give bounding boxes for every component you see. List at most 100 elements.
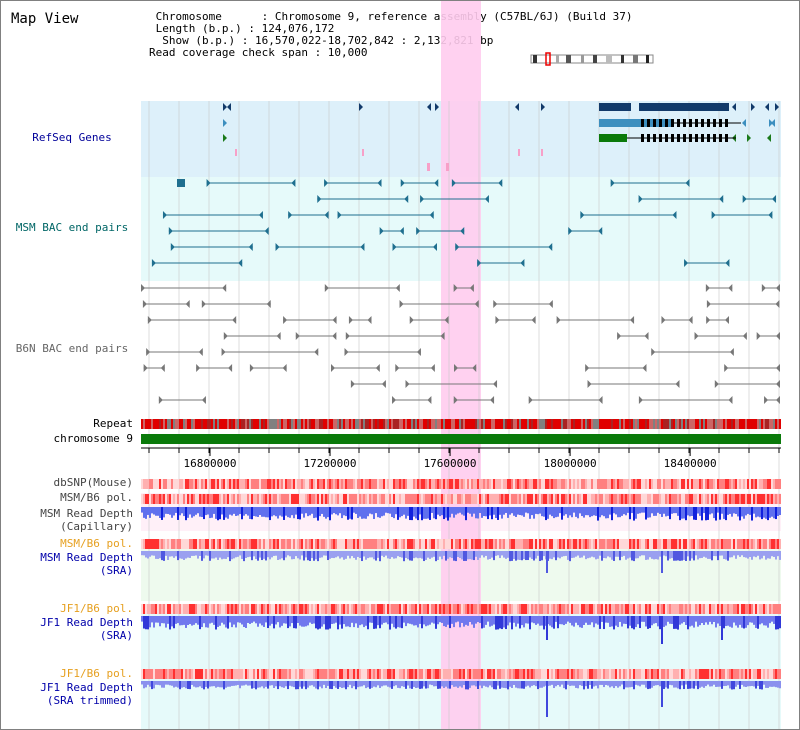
- msm-pol-cell: [593, 494, 595, 504]
- jf1-sra-depth-bar: [313, 616, 315, 624]
- jf1-pol-trimmed-cell: [443, 669, 445, 679]
- repeat-bar: [637, 419, 639, 429]
- repeat-bar: [293, 419, 295, 429]
- b6n-bac-pair-end: [221, 348, 226, 356]
- msm-bac-track-label[interactable]: MSM BAC end pairs: [15, 221, 129, 234]
- msm-pol-sra-cell: [747, 539, 749, 549]
- jf1-pol-track-label[interactable]: JF1/B6 pol.: [60, 602, 133, 615]
- jf1-sra-depth-bar: [523, 616, 525, 628]
- jf1-pol-trimmed-cell: [747, 669, 749, 679]
- dbsnp-cell: [425, 479, 427, 489]
- dbsnp-cell: [775, 479, 777, 489]
- msm-capillary-depth-bar: [623, 507, 625, 515]
- jf1-pol-cell: [403, 604, 405, 614]
- dbsnp-cell: [241, 479, 243, 489]
- dbsnp-track-label[interactable]: dbSNP(Mouse): [53, 476, 133, 489]
- msm-pol-cell: [715, 494, 717, 504]
- jf1-sra-depth-bar: [557, 616, 559, 629]
- dbsnp-cell: [177, 479, 179, 489]
- jf1-sra-depth-bar: [437, 616, 439, 625]
- jf1-sra-depth-bar: [325, 616, 327, 630]
- length-info: Length (b.p.) : 124,076,172: [149, 22, 335, 35]
- jf1-trimmed-depth-bar: [441, 681, 443, 687]
- jf1-sra-depth-bar: [477, 616, 479, 623]
- dbsnp-cell: [201, 479, 203, 489]
- jf1-sra-depth-bar: [341, 616, 343, 629]
- msm-capillary-depth-bar: [355, 507, 357, 514]
- msm-pol-sra-cell: [293, 539, 295, 549]
- b6n-bac-track-label[interactable]: B6N BAC end pairs: [15, 342, 129, 355]
- msm-pol-sra-cell: [333, 539, 335, 549]
- msm-pol-cell: [435, 494, 437, 504]
- msm-pol-cell: [375, 494, 377, 504]
- msm-pol-sra-cell: [393, 539, 395, 549]
- b6n-bac-pair-end: [198, 348, 203, 356]
- msm-pol-sra-cell: [511, 539, 513, 549]
- jf1-sra-depth-bar: [365, 616, 367, 626]
- msm-pol-sra-cell: [719, 539, 721, 549]
- msm-read-depth-capillary-label[interactable]: MSM Read Depth: [40, 507, 133, 520]
- repeat-bar: [283, 419, 285, 429]
- jf1-pol-cell: [541, 604, 543, 614]
- gene-arrow: [765, 103, 769, 111]
- jf1-trimmed-depth-bar: [499, 681, 501, 689]
- gene-arrow: [223, 119, 227, 127]
- b6n-bac-pair-end: [651, 348, 656, 356]
- jf1-read-depth-trimmed-label[interactable]: JF1 Read Depth: [40, 681, 133, 694]
- jf1-read-depth-sra-label[interactable]: JF1 Read Depth: [40, 616, 133, 629]
- jf1-sra-depth-bar: [765, 616, 767, 626]
- repeat-bar: [299, 419, 301, 429]
- jf1-pol-trimmed-track-label[interactable]: JF1/B6 pol.: [60, 667, 133, 680]
- msm-sra-depth-bar: [169, 551, 171, 557]
- jf1-sra-depth-bar: [495, 616, 497, 630]
- msm-sra-depth-bar-spike: [661, 551, 663, 573]
- jf1-pol-trimmed-cell: [161, 669, 163, 679]
- msm-sra-depth-bar: [177, 551, 179, 561]
- jf1-sra-depth-bar: [627, 616, 629, 629]
- jf1-trimmed-depth-bar: [207, 681, 209, 689]
- jf1-pol-trimmed-cell: [215, 669, 217, 679]
- msm-pol-cell: [767, 494, 769, 504]
- msm-capillary-depth-bar: [451, 507, 453, 514]
- repeat-bar: [531, 419, 533, 429]
- jf1-trimmed-depth-bar: [477, 681, 479, 690]
- msm-bac-pair-end: [498, 179, 503, 187]
- msm-sra-depth-bar: [315, 551, 317, 560]
- jf1-sra-depth-bar: [713, 616, 715, 622]
- dbsnp-cell: [303, 479, 305, 489]
- msm-capillary-depth-bar: [243, 507, 245, 516]
- msm-pol-track-label[interactable]: MSM/B6 pol.: [60, 491, 133, 504]
- dbsnp-cell: [341, 479, 343, 489]
- jf1-sra-depth-bar: [275, 616, 277, 625]
- jf1-pol-trimmed-cell: [281, 669, 283, 679]
- jf1-trimmed-depth-bar: [705, 681, 707, 687]
- b6n-bac-pair-end: [440, 332, 445, 340]
- dbsnp-cell: [679, 479, 681, 489]
- jf1-sra-depth-bar: [581, 616, 583, 628]
- msm-sra-depth-bar: [561, 551, 563, 557]
- msm-capillary-depth-bar: [331, 507, 333, 515]
- jf1-trimmed-depth-bar: [703, 681, 705, 688]
- jf1-sra-depth-bar: [641, 616, 643, 622]
- msm-read-depth-sra-label[interactable]: MSM Read Depth: [40, 551, 133, 564]
- repeat-bar: [287, 419, 289, 429]
- jf1-trimmed-depth-bar: [287, 681, 289, 690]
- dbsnp-cell: [331, 479, 333, 489]
- msm-pol-sra-track-label[interactable]: MSM/B6 pol.: [60, 537, 133, 550]
- jf1-trimmed-depth-bar: [267, 681, 269, 689]
- repeat-bar: [241, 419, 243, 429]
- b6n-bac-pair-end: [348, 316, 353, 324]
- jf1-pol-trimmed-cell: [317, 669, 319, 679]
- msm-capillary-depth-bar: [545, 507, 547, 521]
- jf1-pol-cell: [675, 604, 677, 614]
- msm-pol-cell: [725, 494, 727, 504]
- jf1-sra-depth-bar: [565, 616, 567, 624]
- repeat-bar: [375, 419, 377, 429]
- msm-pol-sra-cell: [397, 539, 399, 549]
- jf1-pol-cell: [285, 604, 287, 614]
- msm-bac-pair-end: [638, 195, 643, 203]
- refseq-track-label[interactable]: RefSeq Genes: [32, 131, 112, 144]
- jf1-sra-depth-bar: [263, 616, 265, 627]
- msm-pol-sra-cell: [699, 539, 701, 549]
